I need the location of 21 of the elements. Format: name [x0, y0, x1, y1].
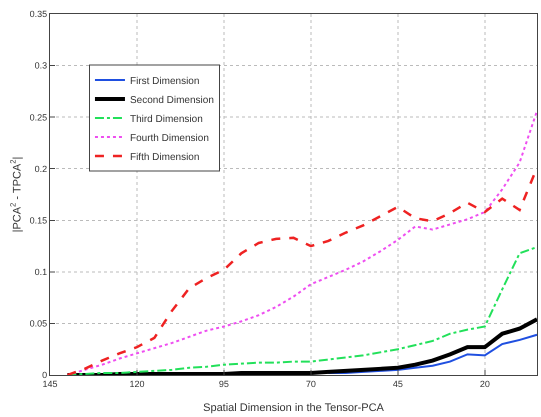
legend-label: Third Dimension [130, 114, 203, 125]
x-axis-title: Spatial Dimension in the Tensor-PCA [203, 402, 385, 414]
legend-label: Fourth Dimension [130, 132, 209, 144]
y-tick-label: 0.2 [34, 164, 48, 174]
x-tick-label: 70 [306, 378, 316, 389]
x-tick-label: 95 [218, 378, 229, 389]
x-tick-label: 120 [129, 378, 144, 389]
y-tick-label: 0.15 [30, 215, 48, 226]
legend-label: First Dimension [130, 76, 200, 87]
y-tick-label: 0.25 [30, 112, 48, 122]
x-tick-label: 20 [480, 378, 490, 389]
y-tick-label: 0.1 [34, 267, 48, 278]
legend-label: Fifth Dimension [130, 152, 200, 163]
x-tick-label: 45 [392, 378, 403, 389]
y-tick-label: 0.3 [34, 60, 48, 71]
line-series [65, 317, 537, 375]
x-tick-label: 145 [42, 378, 58, 389]
y-tick-label: 0 [42, 370, 48, 380]
y-tick-label: 0.35 [30, 9, 48, 20]
y-tick-label: 0.05 [30, 318, 48, 329]
legend-label: Second Dimension [130, 94, 214, 106]
